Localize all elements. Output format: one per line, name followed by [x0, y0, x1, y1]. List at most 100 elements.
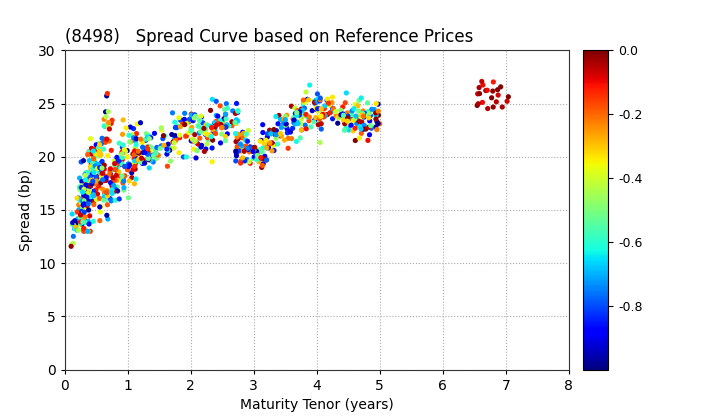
Point [96, 165, 108, 171]
Point [276, 122, 287, 129]
Point [296, 126, 307, 133]
Point [486, 94, 498, 101]
Point [310, 114, 322, 121]
Point [217, 118, 228, 125]
Point [240, 146, 251, 153]
Point [146, 152, 158, 158]
Point [145, 147, 156, 154]
Point [112, 188, 123, 194]
Point [93, 168, 104, 174]
Point [210, 124, 221, 131]
Point [74, 206, 86, 213]
Point [82, 201, 94, 207]
Point [358, 125, 369, 132]
Point [216, 124, 228, 131]
Point [91, 191, 103, 197]
Point [106, 181, 117, 187]
Point [71, 209, 83, 215]
Point [232, 108, 243, 115]
Point [209, 119, 220, 126]
Point [117, 142, 129, 148]
Point [170, 124, 181, 131]
Point [266, 139, 278, 146]
Point [219, 106, 230, 113]
Point [230, 148, 241, 155]
Point [231, 143, 243, 150]
Point [300, 122, 311, 129]
Point [78, 186, 90, 193]
Point [99, 123, 111, 130]
Point [150, 155, 162, 162]
Point [122, 160, 134, 167]
Point [130, 165, 141, 172]
Point [83, 169, 94, 176]
Point [236, 134, 248, 141]
Point [72, 215, 84, 222]
Point [257, 129, 269, 136]
Point [88, 192, 99, 199]
Point [261, 131, 273, 137]
Point [370, 110, 382, 116]
Point [472, 100, 484, 107]
Point [99, 197, 111, 203]
Point [82, 151, 94, 158]
Point [124, 139, 135, 145]
Point [78, 192, 89, 199]
Point [73, 184, 85, 191]
Point [85, 193, 96, 200]
Point [359, 114, 370, 121]
Point [258, 140, 270, 147]
Point [233, 146, 244, 152]
Point [186, 116, 198, 123]
Point [86, 164, 97, 171]
Point [199, 130, 211, 136]
Point [76, 220, 88, 227]
Point [226, 122, 238, 129]
Point [195, 113, 207, 119]
Point [96, 162, 108, 169]
Point [174, 132, 185, 139]
Point [78, 209, 90, 215]
Point [196, 114, 207, 121]
Point [356, 130, 367, 136]
Point [143, 132, 155, 139]
Point [71, 223, 82, 230]
Point [282, 135, 294, 142]
Point [113, 158, 125, 164]
Point [127, 125, 139, 132]
Point [78, 196, 90, 203]
Point [322, 111, 333, 118]
Point [112, 158, 124, 165]
Point [240, 136, 251, 143]
Point [112, 169, 124, 176]
Point [91, 150, 102, 157]
Point [266, 147, 278, 154]
Point [320, 113, 331, 119]
Point [142, 145, 153, 152]
Point [150, 147, 161, 153]
Point [75, 197, 86, 204]
Point [195, 118, 207, 124]
Point [271, 131, 282, 138]
Point [123, 132, 135, 139]
Point [86, 176, 97, 183]
Point [324, 110, 336, 116]
Point [240, 144, 252, 151]
Point [165, 145, 176, 152]
Point [302, 113, 313, 120]
Point [240, 143, 252, 150]
Point [78, 217, 89, 224]
Point [82, 218, 94, 225]
Point [98, 136, 109, 143]
Point [497, 104, 508, 110]
Point [299, 100, 310, 106]
Point [310, 114, 322, 121]
Point [315, 94, 326, 101]
Point [108, 188, 120, 195]
Point [220, 111, 231, 118]
Point [122, 166, 133, 173]
Point [78, 194, 89, 200]
Point [337, 104, 348, 110]
Point [272, 121, 284, 127]
Point [129, 147, 140, 154]
